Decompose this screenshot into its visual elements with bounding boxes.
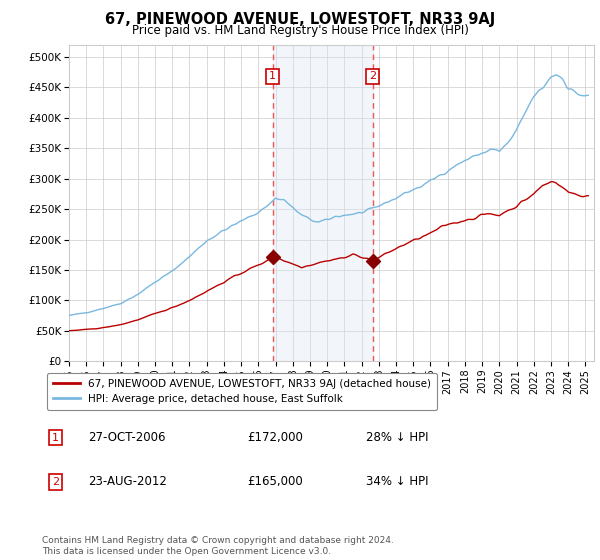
Text: 23-AUG-2012: 23-AUG-2012 — [88, 475, 167, 488]
Text: 27-OCT-2006: 27-OCT-2006 — [88, 431, 166, 444]
Text: Price paid vs. HM Land Registry's House Price Index (HPI): Price paid vs. HM Land Registry's House … — [131, 24, 469, 37]
Text: 34% ↓ HPI: 34% ↓ HPI — [366, 475, 428, 488]
Bar — [272, 45, 373, 361]
Text: £172,000: £172,000 — [247, 431, 303, 444]
Text: £165,000: £165,000 — [247, 475, 303, 488]
Text: 2: 2 — [369, 72, 376, 81]
Legend: 67, PINEWOOD AVENUE, LOWESTOFT, NR33 9AJ (detached house), HPI: Average price, d: 67, PINEWOOD AVENUE, LOWESTOFT, NR33 9AJ… — [47, 372, 437, 410]
Text: 2: 2 — [52, 477, 59, 487]
Text: 1: 1 — [269, 72, 276, 81]
Text: 28% ↓ HPI: 28% ↓ HPI — [366, 431, 428, 444]
Text: 1: 1 — [52, 432, 59, 442]
Text: Contains HM Land Registry data © Crown copyright and database right 2024.
This d: Contains HM Land Registry data © Crown c… — [42, 536, 394, 556]
Text: 67, PINEWOOD AVENUE, LOWESTOFT, NR33 9AJ: 67, PINEWOOD AVENUE, LOWESTOFT, NR33 9AJ — [105, 12, 495, 27]
